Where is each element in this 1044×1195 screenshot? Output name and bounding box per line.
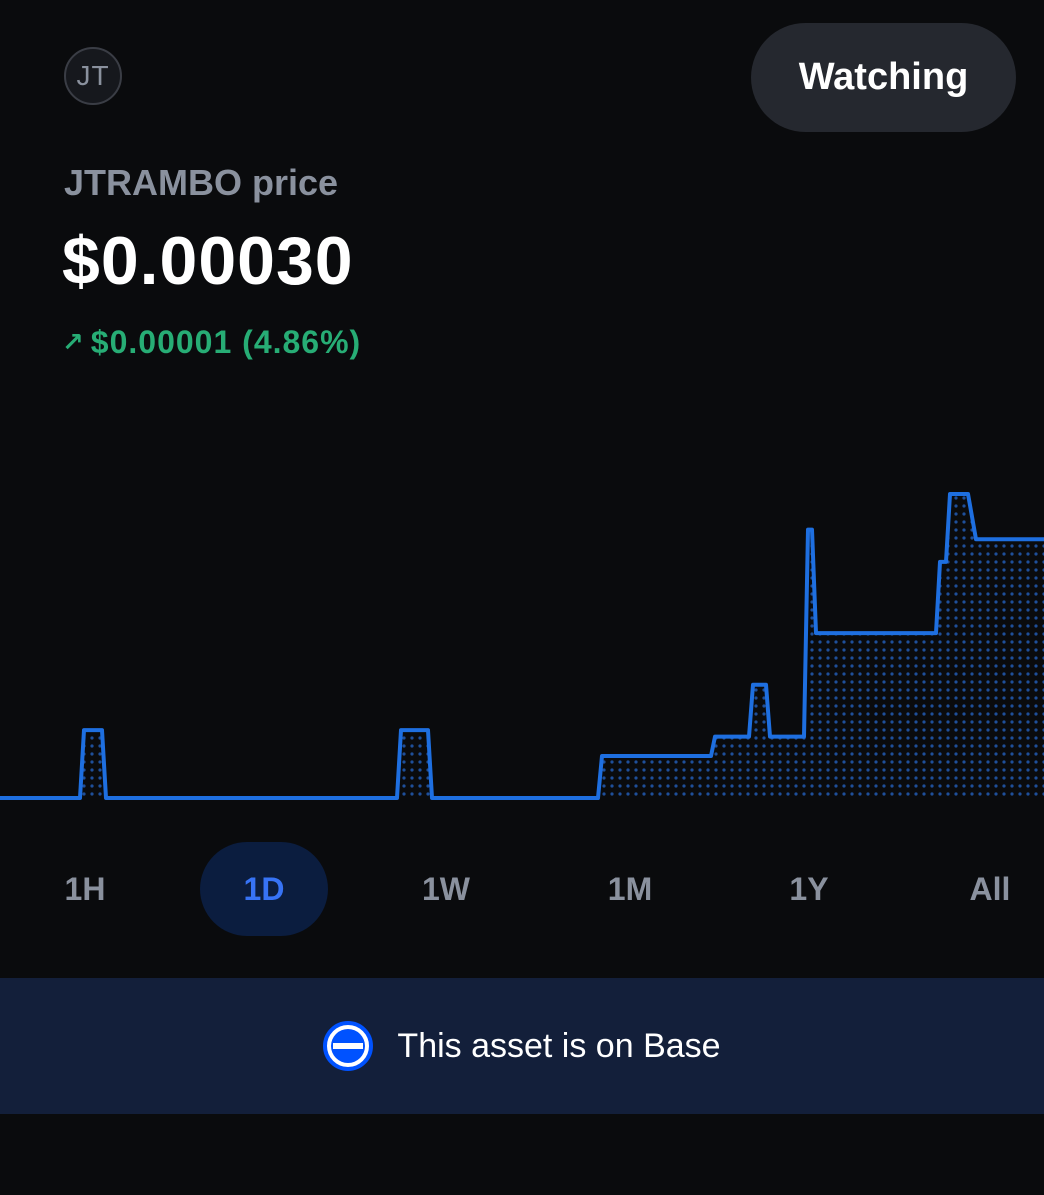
base-network-icon <box>323 1021 374 1071</box>
range-all-button[interactable]: All <box>969 870 1011 907</box>
price-chart[interactable] <box>0 470 1044 810</box>
range-1h-button[interactable]: 1H <box>64 870 106 907</box>
asset-avatar: JT <box>64 47 122 105</box>
time-range-selector: 1H 1D 1W 1M 1Y All <box>0 840 1044 940</box>
price-label: JTRAMBO price <box>64 162 339 203</box>
range-1m-button[interactable]: 1M <box>607 870 653 907</box>
avatar-initials: JT <box>76 60 110 91</box>
price-change-text: $0.00001 (4.86%) <box>90 324 362 360</box>
network-banner-text: This asset is on Base <box>397 1026 721 1065</box>
range-1d-button[interactable]: 1D <box>200 842 328 936</box>
chart-area-fill <box>0 494 1044 798</box>
range-1y-button[interactable]: 1Y <box>789 870 829 907</box>
price-change: ↗ $0.00001 (4.86%) <box>62 324 361 361</box>
range-1w-button[interactable]: 1W <box>422 870 470 907</box>
arrow-up-right-icon: ↗ <box>62 327 85 357</box>
chart-price-line <box>0 492 1044 800</box>
watching-button[interactable]: Watching <box>751 23 1016 132</box>
network-banner[interactable]: This asset is on Base <box>0 978 1044 1114</box>
price-value: $0.00030 <box>62 223 354 299</box>
